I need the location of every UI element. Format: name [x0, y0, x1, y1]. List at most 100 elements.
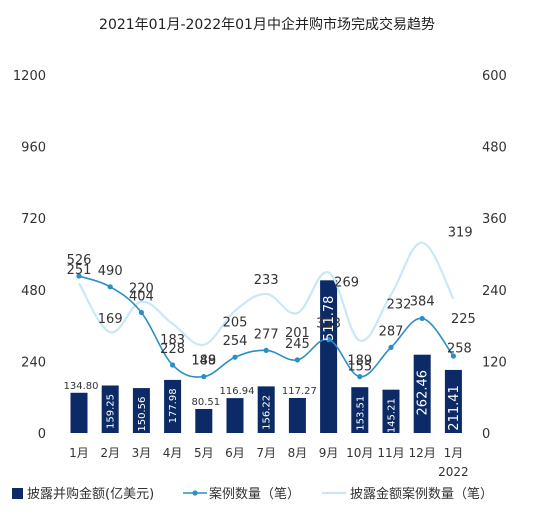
bar-value-label: 153.51 — [355, 396, 366, 431]
disclosed-count-label: 205 — [223, 316, 248, 331]
bar-value-label: 80.51 — [191, 397, 220, 408]
case-count-point — [294, 357, 300, 363]
bar — [164, 379, 182, 433]
case-count-label: 384 — [410, 294, 435, 309]
bar-value-label: 116.94 — [220, 386, 255, 397]
bar — [132, 388, 150, 433]
x-tick-label: 11月 — [377, 446, 404, 460]
y-right-tick: 360 — [482, 212, 507, 227]
disclosed-count-label: 251 — [67, 263, 92, 278]
legend-case-dot — [192, 490, 198, 496]
x-tick-label: 12月 — [409, 446, 436, 460]
y-left-tick: 960 — [21, 141, 46, 156]
bar-value-label: 134.80 — [64, 381, 99, 392]
case-count-label: 287 — [379, 324, 404, 339]
x-tick-label: 7月 — [256, 446, 276, 460]
legend-bar-swatch — [12, 488, 23, 499]
x-tick-label: 1月 — [444, 446, 464, 460]
case-count-point — [326, 337, 332, 343]
legend-disclosed-label: 披露金额案例数量（笔） — [350, 486, 493, 502]
y-left-tick: 720 — [21, 212, 46, 227]
bar-value-label: 117.27 — [282, 386, 317, 397]
case-count-label: 277 — [254, 327, 279, 342]
case-count-point — [450, 353, 456, 359]
y-right-tick: 480 — [482, 141, 507, 156]
bar-value-label: 150.56 — [137, 397, 148, 432]
case-count-point — [357, 374, 363, 380]
case-count-point — [107, 284, 113, 290]
disclosed-count-label: 225 — [451, 312, 476, 327]
chart-title: 2021年01月-2022年01月中企并购市场完成交易趋势 — [99, 16, 435, 33]
case-count-label: 526 — [67, 253, 92, 268]
bar — [226, 398, 244, 433]
case-count-label: 404 — [129, 289, 154, 304]
bar — [288, 398, 306, 433]
bar — [101, 385, 119, 433]
disclosed-count-label: 319 — [448, 226, 473, 241]
x-tick-label: 8月 — [288, 446, 308, 460]
x-tick-label: 4月 — [163, 446, 183, 460]
disclosed-count-label: 169 — [98, 312, 123, 327]
case-count-label: 258 — [447, 341, 472, 356]
case-count-point — [138, 309, 144, 316]
y-right-tick: 120 — [482, 355, 507, 370]
bar-value-label: 511.78 — [322, 296, 337, 342]
case-count-point — [263, 347, 269, 353]
disclosed-count-label: 148 — [191, 354, 216, 369]
x-tick-label: 5月 — [194, 446, 214, 460]
bar — [195, 408, 213, 433]
x-tick-label: 6月 — [225, 446, 245, 460]
bar — [320, 280, 338, 433]
bar — [444, 369, 462, 433]
bar-value-label: 211.41 — [447, 385, 462, 431]
bar-value-label: 177.98 — [168, 388, 179, 423]
disclosed-count-label: 233 — [254, 273, 279, 288]
case-count-point — [76, 273, 82, 279]
case-count-point — [170, 362, 176, 368]
x-tick-label: 2月 — [100, 446, 120, 460]
disclosed-count-label: 183 — [160, 333, 185, 348]
y-left-tick: 1200 — [13, 69, 46, 84]
disclosed-count-label: 155 — [347, 360, 372, 375]
y-right-tick: 0 — [482, 427, 490, 442]
y-right-tick: 240 — [482, 284, 507, 299]
legend-case-label: 案例数量（笔） — [209, 486, 300, 502]
case-count-label: 189 — [347, 354, 372, 369]
x-tick-label: 1月 — [69, 446, 89, 460]
case-count-label: 313 — [316, 317, 341, 332]
case-count-label: 490 — [98, 264, 123, 279]
y-left-tick: 240 — [21, 355, 46, 370]
disclosed-count-label: 201 — [285, 326, 310, 341]
bar — [382, 389, 400, 433]
bar-value-label: 145.21 — [387, 398, 398, 433]
y-left-tick: 0 — [38, 427, 46, 442]
disclosed-count-label: 220 — [129, 282, 154, 297]
legend-bar-label: 披露并购金额(亿美元) — [27, 486, 154, 502]
y-right-tick: 600 — [482, 69, 507, 84]
bar-value-label: 159.25 — [106, 394, 117, 429]
x-sublabel: 2022 — [438, 465, 469, 479]
case-count-point — [419, 315, 425, 322]
case-count-point — [232, 354, 238, 360]
x-tick-label: 10月 — [346, 446, 373, 460]
case-count-point — [388, 344, 394, 350]
disclosed-count-line — [78, 241, 455, 346]
bar-value-label: 262.46 — [416, 370, 431, 416]
case-count-label: 245 — [285, 337, 310, 352]
disclosed-count-label: 269 — [334, 275, 359, 290]
bar — [351, 387, 369, 433]
x-tick-label: 9月 — [319, 446, 339, 460]
case-count-label: 254 — [223, 334, 248, 349]
case-count-label: 189 — [191, 354, 216, 369]
bar — [257, 386, 275, 433]
bar — [70, 392, 88, 433]
case-count-label: 228 — [160, 342, 185, 357]
y-left-tick: 480 — [21, 284, 46, 299]
bar — [413, 354, 431, 433]
disclosed-count-label: 232 — [387, 298, 412, 313]
case-count-point — [201, 374, 207, 380]
bar-value-label: 156.22 — [262, 395, 273, 430]
x-tick-label: 3月 — [132, 446, 152, 460]
